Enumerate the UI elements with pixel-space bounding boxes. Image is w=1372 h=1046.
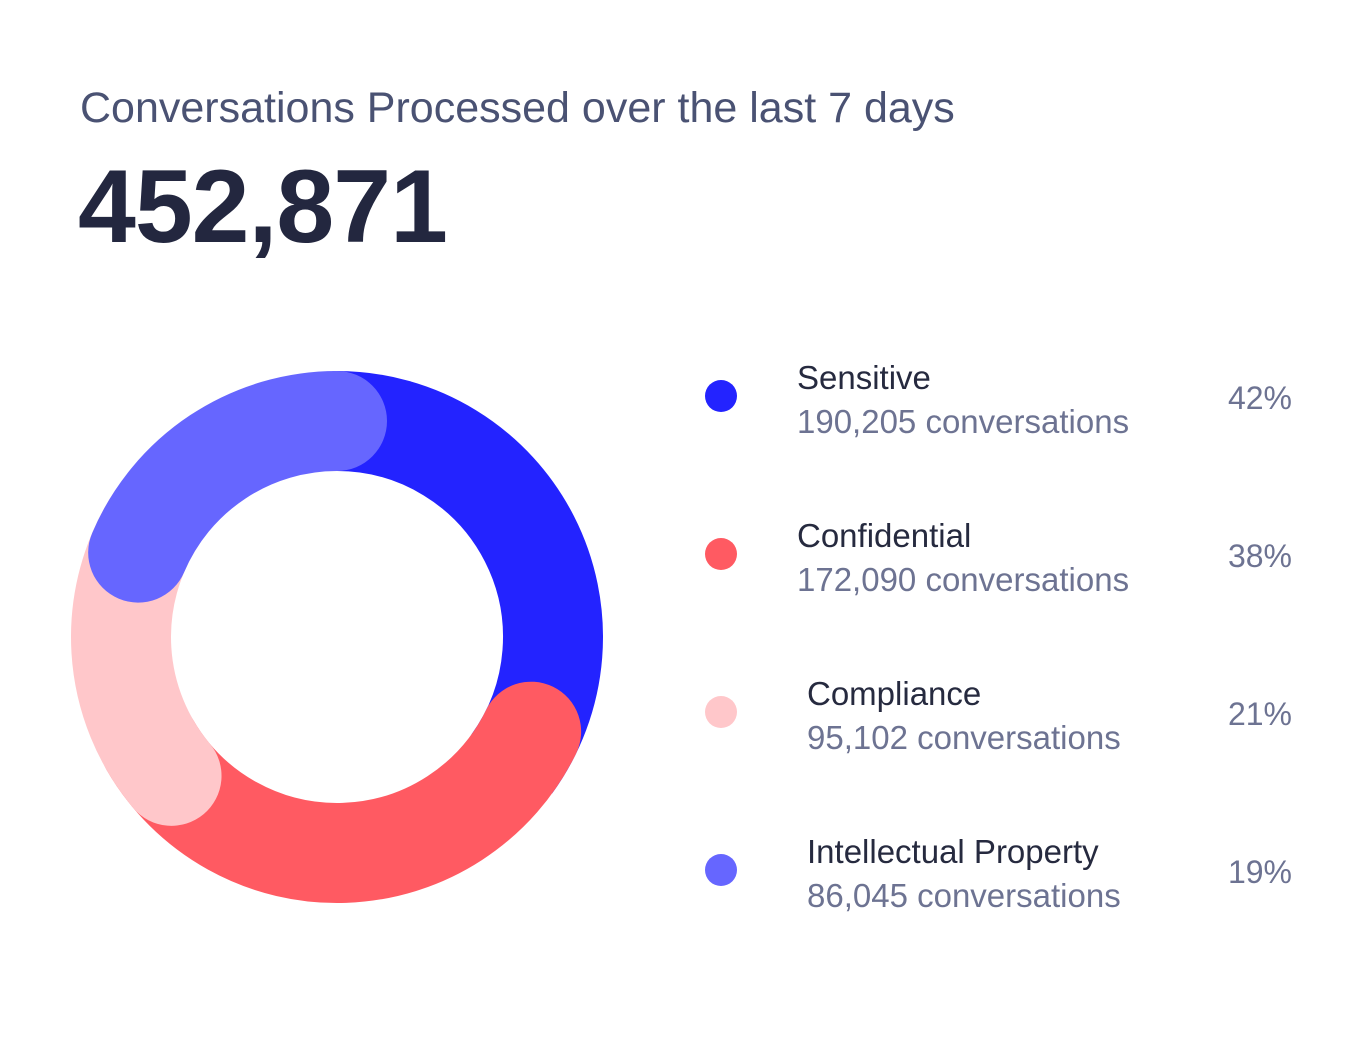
legend-percent: 38% — [1227, 538, 1292, 574]
total-count: 452,871 — [78, 149, 448, 265]
legend-label: Intellectual Property — [807, 833, 1099, 870]
donut-segment-intellectual-property — [88, 371, 387, 603]
legend-count: 86,045 conversations — [807, 877, 1121, 914]
legend-percent: 42% — [1227, 380, 1292, 416]
legend-item-compliance: Compliance 95,102 conversations 21% — [700, 674, 1300, 764]
legend-label: Sensitive — [797, 359, 931, 396]
legend-percent: 21% — [1227, 696, 1292, 732]
legend-item-confidential: Confidential 172,090 conversations 38% — [700, 516, 1300, 606]
legend-dot-compliance — [705, 696, 737, 728]
legend-count: 95,102 conversations — [807, 719, 1121, 756]
legend-count: 172,090 conversations — [797, 561, 1130, 598]
legend-count: 190,205 conversations — [797, 403, 1130, 440]
legend-dot-intellectual-property — [705, 854, 737, 886]
legend-percent: 19% — [1227, 854, 1292, 890]
legend-item-sensitive: Sensitive 190,205 conversations 42% — [700, 358, 1300, 448]
chart-title: Conversations Processed over the last 7 … — [80, 84, 955, 132]
donut-chart — [71, 371, 603, 903]
legend-dot-confidential — [705, 538, 737, 570]
legend-item-intellectual-property: Intellectual Property 86,045 conversatio… — [700, 832, 1300, 922]
legend-label: Compliance — [807, 675, 982, 712]
legend-dot-sensitive — [705, 380, 737, 412]
legend-label: Confidential — [797, 517, 972, 554]
